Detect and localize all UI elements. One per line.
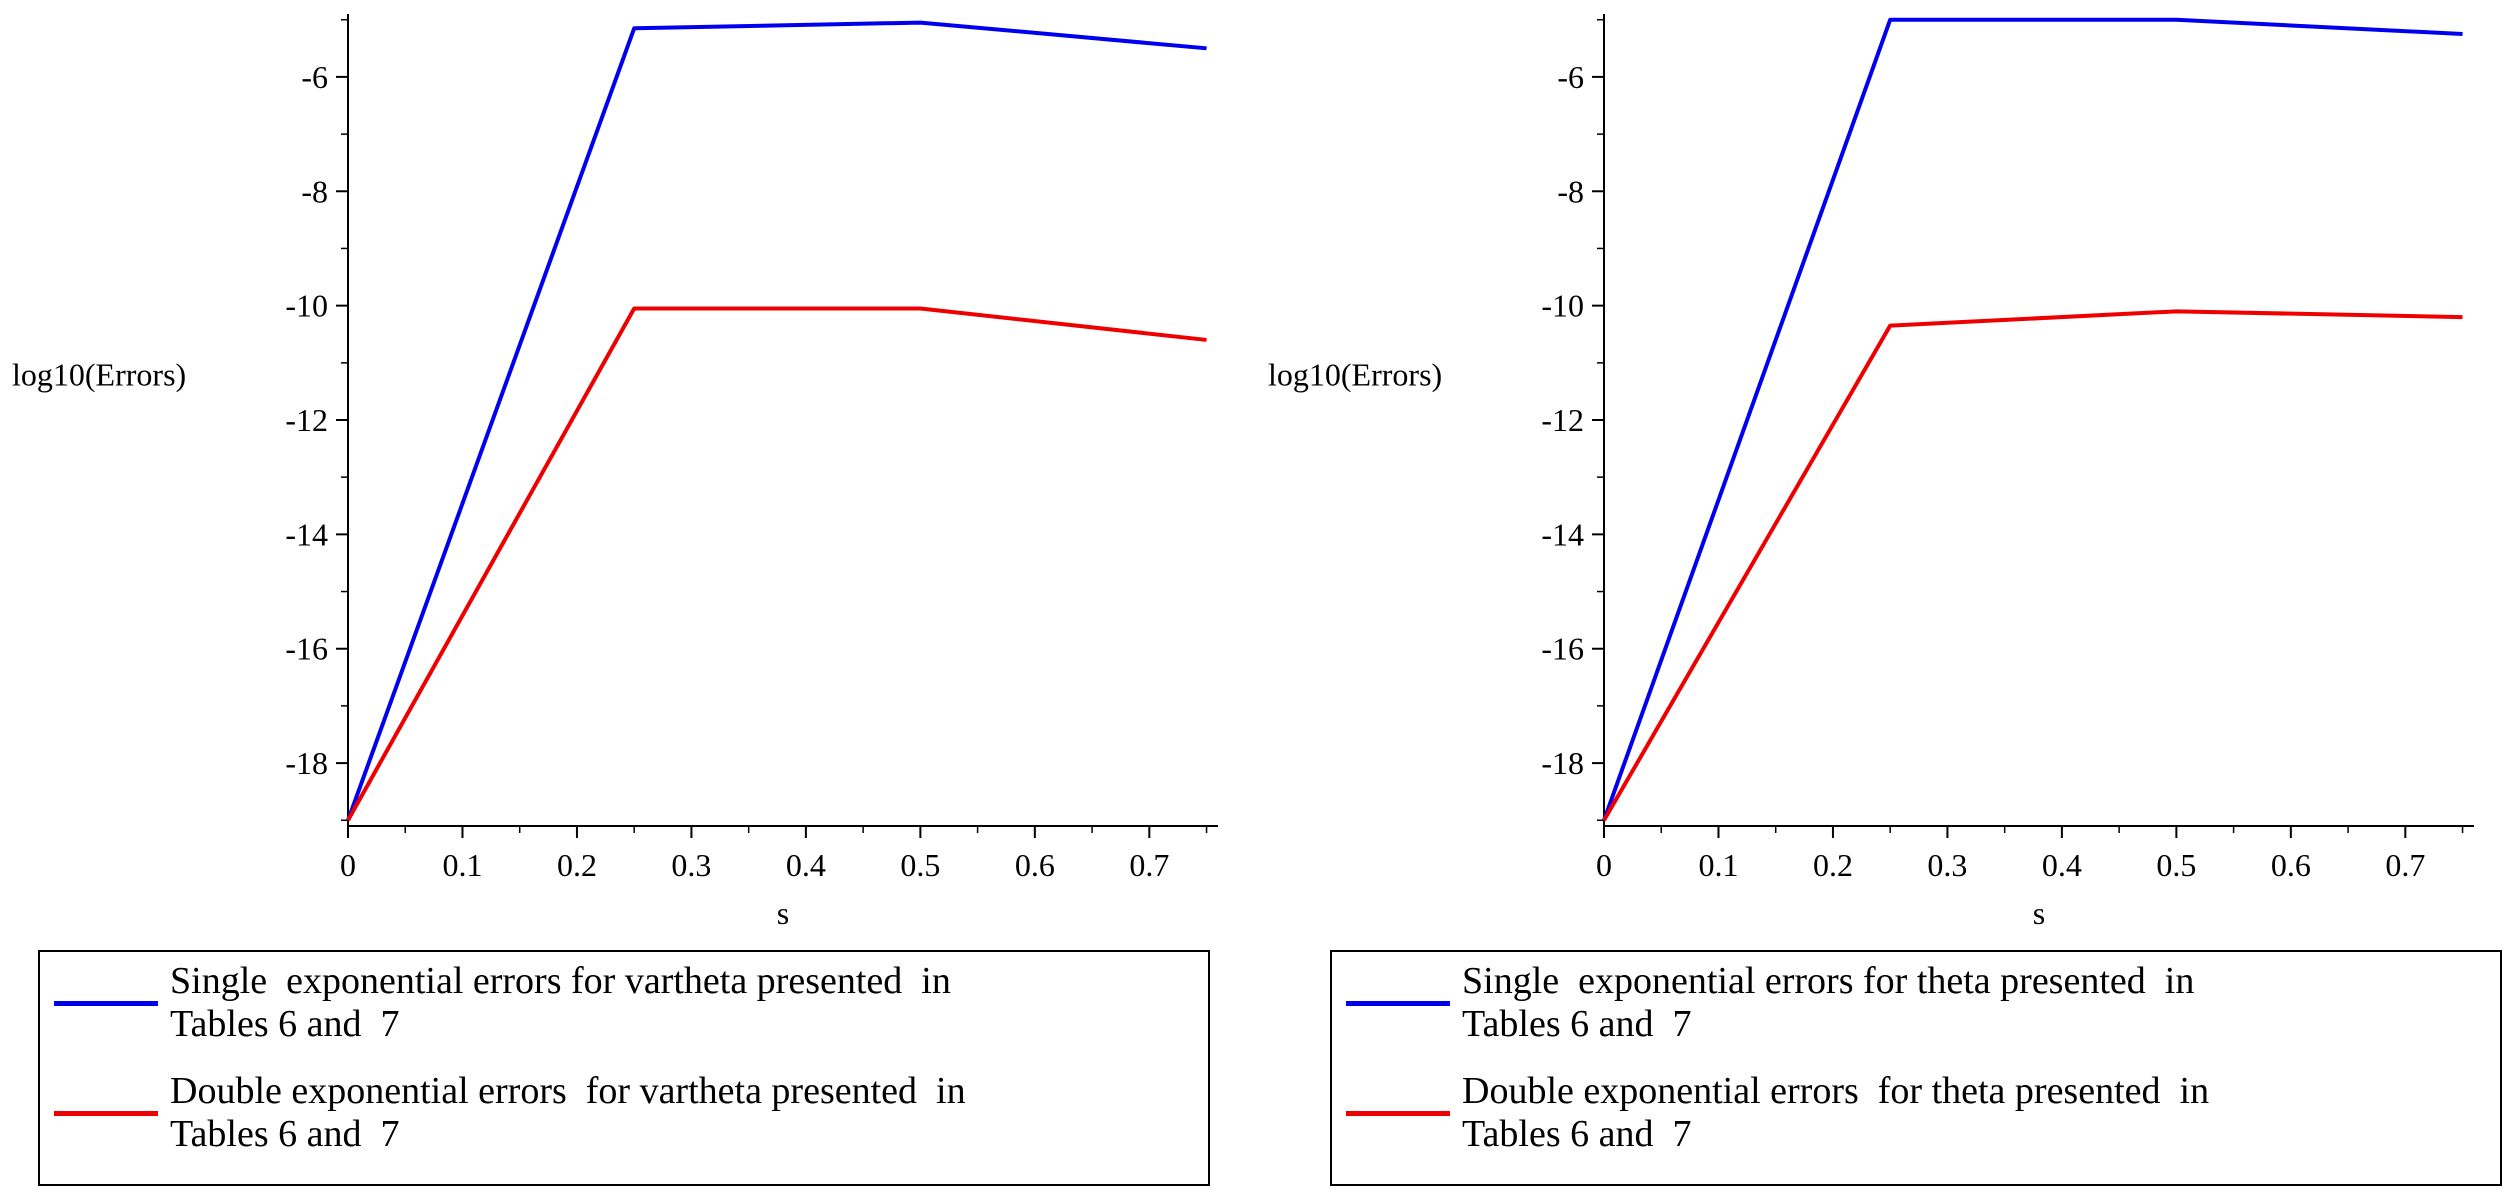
legend-swatch-single [1346, 1001, 1450, 1006]
y-tick-label: -18 [1541, 745, 1584, 781]
legend-swatch-single [54, 1001, 158, 1006]
x-tick-label: 0.1 [1698, 847, 1738, 883]
legend-label-double: Double exponential errors for theta pres… [1462, 1070, 2210, 1155]
x-tick-label: 0.7 [1129, 847, 1169, 883]
legend-entry-single: Single exponential errors for vartheta p… [40, 960, 1208, 1046]
x-tick-label: 0.3 [671, 847, 711, 883]
y-tick-label: -8 [301, 173, 328, 209]
y-tick-label: -16 [1541, 631, 1584, 667]
x-tick-label: 0.2 [1813, 847, 1853, 883]
theta-legend: Single exponential errors for theta pres… [1330, 950, 2502, 1186]
y-tick-label: -10 [1541, 288, 1584, 324]
legend-swatch-double [54, 1111, 158, 1116]
y-tick-label: -18 [285, 745, 328, 781]
series-single-line [346, 20, 1207, 821]
legend-label-single: Single exponential errors for vartheta p… [170, 960, 951, 1045]
x-axis-label: s [2033, 895, 2045, 931]
series-single-line [1602, 17, 2463, 821]
legend-entry-double: Double exponential errors for theta pres… [1332, 1070, 2500, 1156]
x-tick-label: 0.5 [900, 847, 940, 883]
x-tick-label: 0.4 [2042, 847, 2082, 883]
legend-label-single: Single exponential errors for theta pres… [1462, 960, 2195, 1045]
legend-label-double: Double exponential errors for vartheta p… [170, 1070, 966, 1155]
y-tick-label: -12 [1541, 402, 1584, 438]
y-tick-label: -16 [285, 631, 328, 667]
legend-entry-single: Single exponential errors for theta pres… [1332, 960, 2500, 1046]
x-tick-label: 0 [340, 847, 356, 883]
x-tick-label: 0.6 [2271, 847, 2311, 883]
vartheta-legend: Single exponential errors for vartheta p… [38, 950, 1210, 1186]
legend-entry-double: Double exponential errors for vartheta p… [40, 1070, 1208, 1156]
x-tick-label: 0.3 [1927, 847, 1967, 883]
x-tick-label: 0 [1596, 847, 1612, 883]
y-tick-label: -6 [1557, 59, 1584, 95]
x-tick-label: 0.1 [442, 847, 482, 883]
x-tick-label: 0.5 [2156, 847, 2196, 883]
y-axis-label: log10(Errors) [12, 357, 186, 393]
y-tick-label: -6 [301, 59, 328, 95]
y-tick-label: -14 [1541, 516, 1584, 552]
theta-error-chart: 0 0.1 0.2 0.3 0.4 0.5 0.6 0.7 -6 -8 -10 -12 -14 -16 -1… [1268, 14, 2474, 931]
y-axis-label: log10(Errors) [1268, 357, 1442, 393]
x-axis-label: s [777, 895, 789, 931]
vartheta-error-chart: 0 0.1 0.2 0.3 0.4 0.5 0.6 0.7 -6 -8 -10 -12 -14 -16 -1… [12, 14, 1218, 931]
legend-swatch-double [1346, 1111, 1450, 1116]
x-tick-label: 0.2 [557, 847, 597, 883]
y-tick-label: -10 [285, 288, 328, 324]
x-tick-label: 0.7 [2385, 847, 2425, 883]
y-tick-label: -14 [285, 516, 328, 552]
y-tick-label: -12 [285, 402, 328, 438]
series-double-line [1602, 309, 2463, 822]
series-double-line [346, 306, 1207, 822]
y-tick-label: -8 [1557, 173, 1584, 209]
x-tick-label: 0.6 [1015, 847, 1055, 883]
x-tick-label: 0.4 [786, 847, 826, 883]
